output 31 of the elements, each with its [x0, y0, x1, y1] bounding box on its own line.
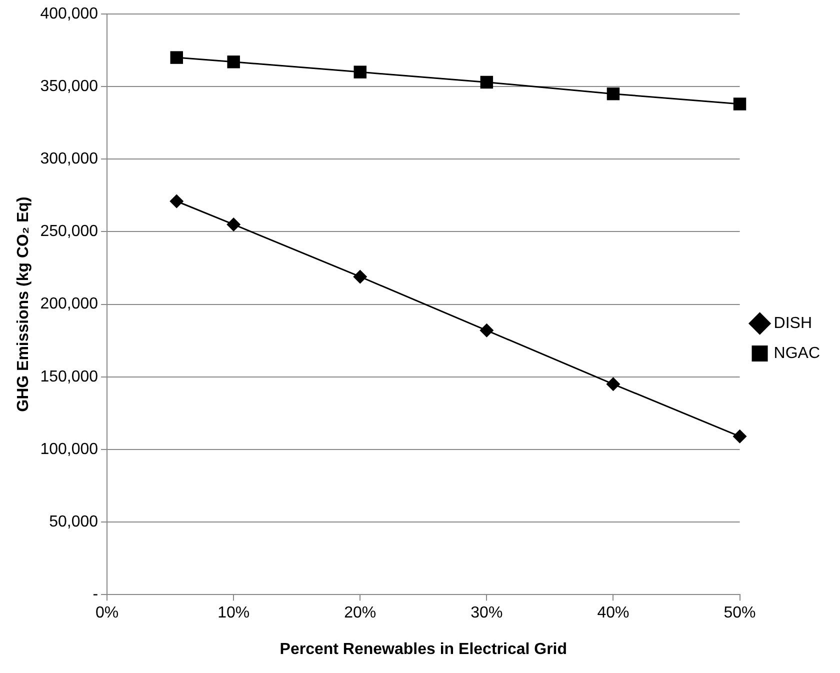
- point: [606, 377, 620, 392]
- y-tick-label: 100,000: [40, 440, 98, 458]
- point: [353, 270, 368, 284]
- point: [227, 56, 240, 68]
- point: [480, 323, 494, 338]
- x-tick-label: 20%: [344, 604, 376, 622]
- point: [354, 66, 366, 78]
- x-tick-label: 40%: [597, 604, 630, 622]
- x-tick-label: 30%: [470, 604, 503, 622]
- y-tick-label: 200,000: [40, 296, 98, 313]
- y-tick-label: 300,000: [40, 150, 98, 168]
- point: [606, 87, 620, 100]
- y-tick-label: 350,000: [40, 78, 98, 95]
- x-axis-title: Percent Renewables in Electrical Grid: [280, 640, 568, 658]
- point: [733, 98, 746, 110]
- legend-label: DISH: [774, 314, 812, 332]
- x-tick-label: 10%: [218, 604, 250, 622]
- y-tick-label: 250,000: [40, 223, 98, 240]
- legend-label: NGAC: [774, 344, 820, 362]
- point: [732, 429, 747, 444]
- y-axis-title: GHG Emissions (kg CO₂ Eq): [15, 196, 32, 412]
- y-tick-label: 50,000: [49, 513, 98, 530]
- y-tick-label: 400,000: [40, 5, 98, 22]
- y-tick-label: -: [92, 586, 98, 604]
- point: [226, 217, 241, 232]
- x-tick-label: 50%: [724, 604, 756, 622]
- point: [170, 51, 183, 64]
- point: [480, 76, 494, 89]
- x-tick-label: 0%: [95, 604, 119, 622]
- point: [170, 194, 184, 208]
- y-tick-label: 150,000: [40, 368, 98, 386]
